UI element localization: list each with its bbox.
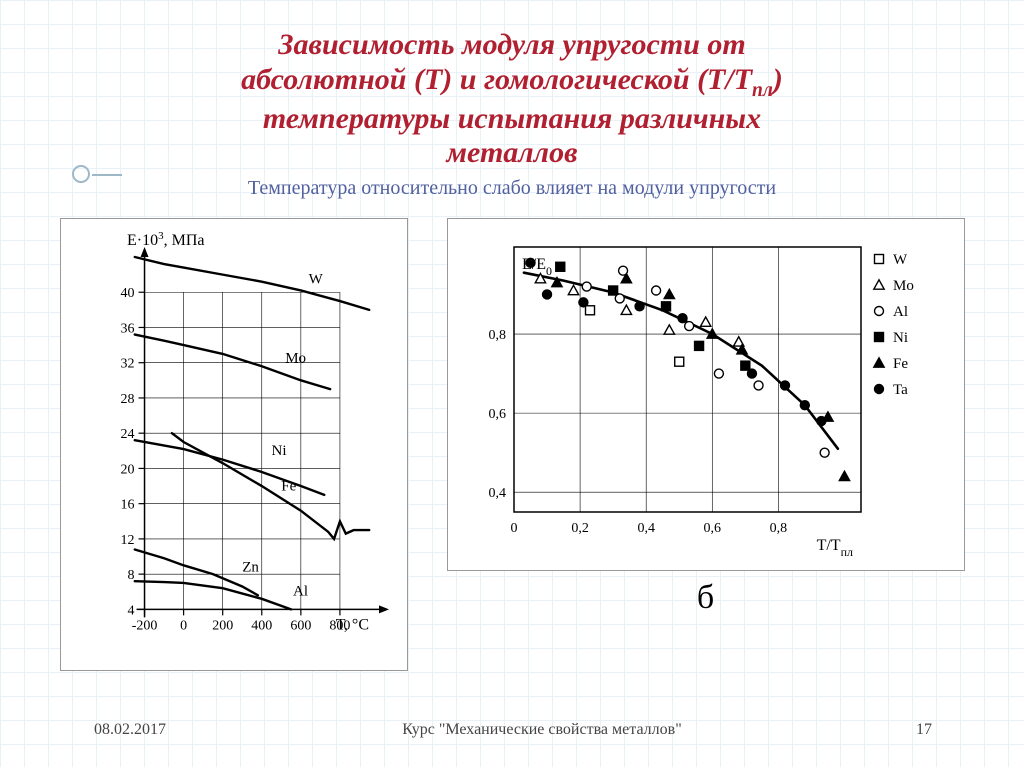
chart-left-box: Е·103, МПа-20002004006008004812162024283… bbox=[60, 218, 408, 671]
svg-text:20: 20 bbox=[120, 462, 134, 477]
svg-text:36: 36 bbox=[120, 321, 134, 336]
svg-text:28: 28 bbox=[120, 392, 134, 407]
svg-text:0: 0 bbox=[180, 618, 187, 633]
svg-text:Al: Al bbox=[293, 583, 308, 599]
svg-text:16: 16 bbox=[120, 498, 134, 513]
title-close: ) bbox=[773, 63, 783, 96]
title-line-3: температуры испытания различных bbox=[263, 102, 761, 135]
title-line-1: Зависимость модуля упругости от bbox=[278, 28, 745, 61]
slide-title: Зависимость модуля упругости от абсолютн… bbox=[0, 0, 1024, 175]
slide-subtitle: Температура относительно слабо влияет на… bbox=[0, 175, 1024, 210]
footer-course: Курс "Механические свойства металлов" bbox=[260, 721, 824, 739]
svg-text:Al: Al bbox=[893, 304, 908, 320]
svg-text:Е·103, МПа: Е·103, МПа bbox=[127, 230, 205, 249]
svg-text:Fe: Fe bbox=[893, 356, 908, 372]
svg-text:Zn: Zn bbox=[242, 559, 259, 575]
chart-left: Е·103, МПа-20002004006008004812162024283… bbox=[69, 227, 399, 657]
svg-text:24: 24 bbox=[120, 427, 134, 442]
svg-text:0,8: 0,8 bbox=[488, 328, 506, 343]
chart-right-wrapper: 00,20,40,60,80,40,60,8E/E0T/TплWMoAlNiFe… bbox=[447, 218, 965, 617]
svg-text:0,6: 0,6 bbox=[703, 521, 721, 536]
svg-text:0,4: 0,4 bbox=[488, 486, 506, 501]
svg-text:40: 40 bbox=[120, 286, 134, 301]
svg-text:0,8: 0,8 bbox=[769, 521, 787, 536]
svg-text:0,6: 0,6 bbox=[488, 407, 506, 422]
title-sub: пл bbox=[752, 80, 773, 101]
bullet-decoration-icon bbox=[72, 165, 90, 183]
chart-left-wrapper: Е·103, МПа-20002004006008004812162024283… bbox=[60, 218, 408, 671]
svg-text:0: 0 bbox=[510, 521, 517, 536]
svg-text:12: 12 bbox=[120, 533, 134, 548]
svg-text:Ta: Ta bbox=[893, 382, 908, 398]
title-line-4: металлов bbox=[446, 136, 577, 169]
svg-text:4: 4 bbox=[127, 603, 134, 618]
svg-text:-200: -200 bbox=[131, 618, 157, 633]
charts-container: Е·103, МПа-20002004006008004812162024283… bbox=[0, 210, 1024, 671]
svg-text:0,2: 0,2 bbox=[571, 521, 589, 536]
footer: 08.02.2017 Курс "Механические свойства м… bbox=[0, 721, 1024, 739]
svg-text:Т, °С: Т, °С bbox=[335, 616, 368, 633]
chart-right-box: 00,20,40,60,80,40,60,8E/E0T/TплWMoAlNiFe… bbox=[447, 218, 965, 571]
svg-text:200: 200 bbox=[212, 618, 233, 633]
title-line-2: абсолютной (Т) и гомологической (Т/Т bbox=[241, 63, 752, 96]
svg-text:W: W bbox=[893, 252, 908, 268]
footer-page: 17 bbox=[824, 721, 1024, 739]
svg-text:400: 400 bbox=[251, 618, 272, 633]
svg-text:Mo: Mo bbox=[285, 351, 306, 367]
svg-text:0,4: 0,4 bbox=[637, 521, 655, 536]
svg-text:32: 32 bbox=[120, 357, 134, 372]
svg-text:Fe: Fe bbox=[281, 478, 296, 494]
footer-date: 08.02.2017 bbox=[0, 721, 260, 739]
svg-text:Mo: Mo bbox=[893, 278, 914, 294]
svg-text:T/Tпл: T/Tпл bbox=[816, 537, 852, 557]
svg-text:Ni: Ni bbox=[271, 443, 286, 459]
svg-text:8: 8 bbox=[127, 568, 134, 583]
svg-text:600: 600 bbox=[290, 618, 311, 633]
svg-text:W: W bbox=[308, 271, 323, 287]
svg-text:Ni: Ni bbox=[893, 330, 908, 346]
chart-right: 00,20,40,60,80,40,60,8E/E0T/TплWMoAlNiFe… bbox=[456, 227, 956, 557]
chart-right-label: б bbox=[447, 579, 965, 617]
